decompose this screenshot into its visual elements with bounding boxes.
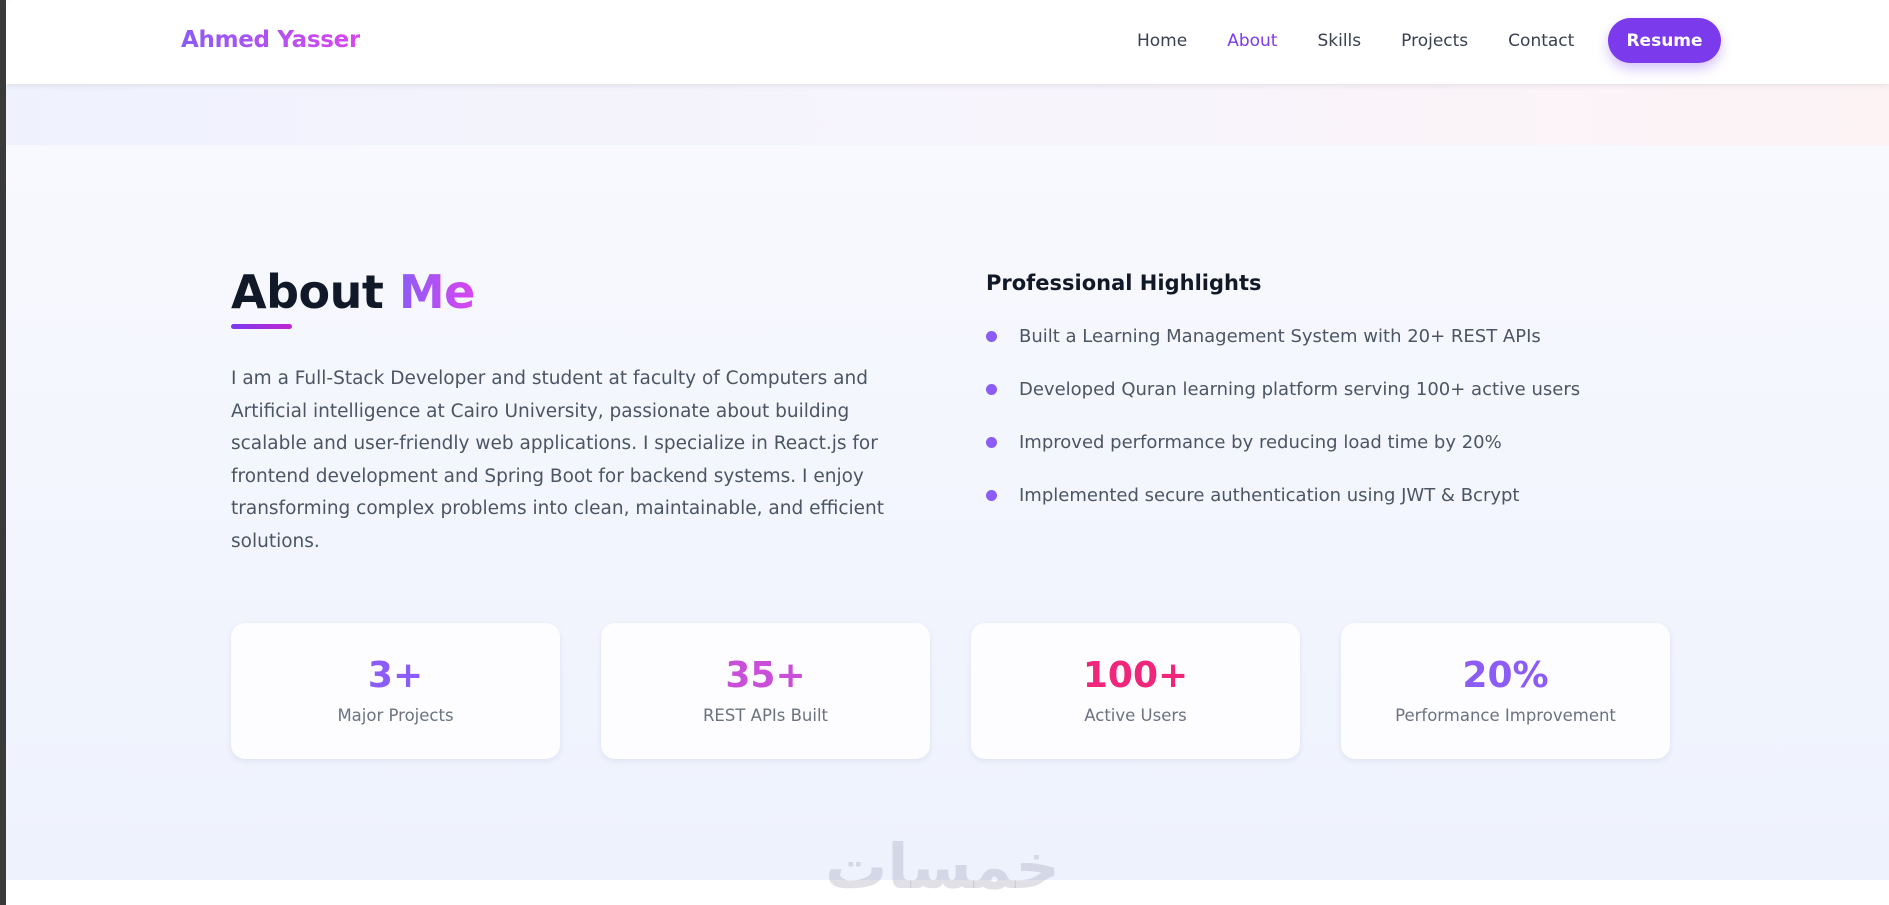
highlight-text: Improved performance by reducing load ti… <box>1019 432 1502 453</box>
nav-links: Home About Skills Projects Contact <box>1137 31 1614 51</box>
title-about: About <box>231 265 384 319</box>
bullet-icon <box>986 437 997 448</box>
highlights-title: Professional Highlights <box>986 271 1262 295</box>
highlight-text: Built a Learning Management System with … <box>1019 326 1541 347</box>
bullet-icon <box>986 331 997 342</box>
stat-card: 35+ REST APIs Built <box>601 623 930 759</box>
list-item: Improved performance by reducing load ti… <box>986 431 1580 484</box>
stat-card: 20% Performance Improvement <box>1341 623 1670 759</box>
stat-label: REST APIs Built <box>702 706 829 725</box>
hero-bottom-band <box>6 84 1889 145</box>
resume-button[interactable]: Resume <box>1608 18 1721 63</box>
navbar: Ahmed Yasser Home About Skills Projects … <box>6 0 1889 84</box>
highlights-list: Built a Learning Management System with … <box>986 325 1580 537</box>
stat-value: 100+ <box>1082 655 1189 696</box>
stat-label: Major Projects <box>337 706 454 725</box>
list-item: Developed Quran learning platform servin… <box>986 378 1580 431</box>
nav-home[interactable]: Home <box>1137 31 1188 51</box>
highlight-text: Developed Quran learning platform servin… <box>1019 379 1581 400</box>
about-paragraph: I am a Full-Stack Developer and student … <box>231 368 885 552</box>
list-item: Built a Learning Management System with … <box>986 325 1580 378</box>
stat-value: 3+ <box>367 655 424 696</box>
watermark: خمسات <box>825 830 1060 903</box>
nav-skills[interactable]: Skills <box>1317 31 1362 51</box>
window-frame <box>0 0 6 905</box>
stat-card: 3+ Major Projects <box>231 623 560 759</box>
stat-label: Active Users <box>1084 706 1187 725</box>
bullet-icon <box>986 384 997 395</box>
stat-label: Performance Improvement <box>1395 706 1616 725</box>
stat-card: 100+ Active Users <box>971 623 1300 759</box>
title-underline <box>231 324 292 329</box>
about-section: About Me I am a Full-Stack Developer and… <box>6 145 1889 880</box>
section-title: About Me <box>231 265 475 319</box>
logo[interactable]: Ahmed Yasser <box>181 27 360 53</box>
nav-contact[interactable]: Contact <box>1508 31 1575 51</box>
title-me: Me <box>398 265 475 319</box>
highlight-text: Implemented secure authentication using … <box>1019 485 1520 506</box>
stat-value: 35+ <box>725 655 806 696</box>
stat-value: 20% <box>1462 655 1549 696</box>
bullet-icon <box>986 490 997 501</box>
list-item: Implemented secure authentication using … <box>986 484 1580 537</box>
nav-about[interactable]: About <box>1227 31 1278 51</box>
nav-projects[interactable]: Projects <box>1401 31 1469 51</box>
